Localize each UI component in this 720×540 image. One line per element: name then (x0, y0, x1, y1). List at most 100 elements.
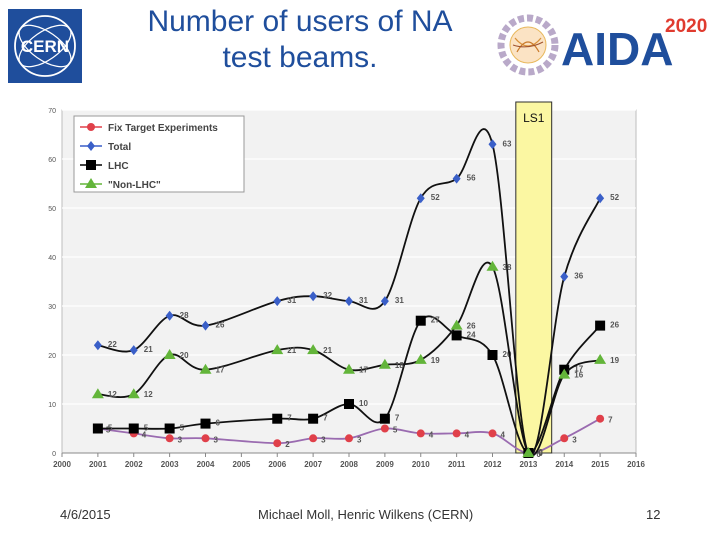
data-label: 4 (501, 430, 506, 439)
data-label: 0 (538, 448, 543, 457)
y-tick-label: 70 (48, 108, 56, 115)
point-marker (558, 368, 571, 379)
point-marker (201, 434, 210, 443)
point-marker (380, 424, 389, 433)
point-marker (91, 388, 104, 399)
x-tick-label: 2014 (555, 460, 573, 469)
point-marker (416, 193, 425, 204)
legend-label: LHC (108, 161, 129, 172)
data-label: 3 (357, 435, 362, 444)
data-label: 21 (144, 345, 153, 354)
point-marker (309, 291, 318, 302)
data-label: 24 (467, 330, 476, 339)
data-label: 7 (323, 414, 328, 423)
x-tick-label: 2002 (125, 460, 143, 469)
data-label: 19 (431, 356, 440, 365)
data-label: 20 (180, 351, 189, 360)
data-label: 0 (536, 450, 541, 459)
point-marker (380, 296, 389, 307)
data-label: 7 (395, 414, 400, 423)
point-marker (414, 353, 427, 364)
data-label: 7 (608, 416, 613, 425)
point-marker (345, 296, 353, 307)
data-label: 26 (216, 321, 225, 330)
point-marker (85, 178, 97, 188)
data-label: 56 (467, 174, 476, 183)
data-label: 3 (214, 435, 219, 444)
data-label: 0 (538, 449, 543, 458)
data-label: 28 (180, 311, 189, 320)
point-marker (451, 330, 462, 341)
aida-logo-year: 2020 (665, 16, 707, 37)
point-marker (86, 160, 96, 170)
point-marker (345, 434, 353, 443)
data-label: 5 (393, 426, 398, 435)
data-label: 7 (287, 414, 292, 423)
data-label: 52 (431, 193, 440, 202)
cern-logo-text: CERN (21, 37, 69, 56)
point-marker (308, 413, 319, 424)
y-tick-label: 40 (48, 255, 56, 262)
data-label: 22 (108, 340, 117, 349)
data-label: 16 (574, 371, 583, 380)
x-tick-label: 2008 (340, 460, 358, 469)
data-label: 52 (610, 193, 619, 202)
point-marker (560, 434, 569, 443)
data-label: 17 (574, 365, 583, 374)
data-label: 5 (106, 426, 111, 435)
footer-date: 4/6/2015 (60, 507, 111, 522)
legend (73, 115, 245, 193)
point-marker (522, 447, 535, 457)
data-label: 10 (359, 399, 368, 408)
data-label: 31 (359, 296, 368, 305)
point-marker (378, 358, 391, 369)
aida-logo: AIDA 2020 (495, 8, 717, 83)
x-tick-label: 2007 (304, 460, 322, 469)
data-label: 17 (216, 366, 225, 375)
data-label: 3 (178, 435, 183, 444)
point-marker (201, 320, 210, 331)
ls1-label: LS1 (523, 111, 545, 125)
title-line-1: Number of users of NA (147, 5, 453, 38)
data-label: 31 (287, 296, 296, 305)
data-label: 63 (503, 139, 512, 148)
point-marker (488, 139, 497, 150)
chart-container: 0 10 20 30 40 50 60 70 2000 2001 2002 2003 2004 2005 2… (40, 100, 652, 480)
data-label: 21 (323, 346, 332, 355)
data-label: 4 (465, 430, 470, 439)
point-marker (273, 296, 282, 307)
data-label: 32 (323, 291, 332, 300)
data-label: 5 (144, 424, 149, 433)
point-marker (344, 399, 354, 409)
page-number: 12 (646, 507, 661, 522)
point-marker (596, 193, 605, 204)
data-label: 21 (287, 346, 296, 355)
legend-label: Fix Target Experiments (108, 123, 218, 134)
x-tick-label: 2003 (161, 460, 179, 469)
point-marker (273, 439, 282, 448)
x-tick-label: 2000 (53, 460, 71, 469)
aida-logo-graphic: AIDA 2020 (497, 14, 707, 76)
point-marker (595, 320, 606, 331)
point-marker (200, 418, 211, 429)
footer-authors: Michael Moll, Henric Wilkens (CERN) (258, 507, 474, 522)
point-marker (379, 413, 390, 424)
point-marker (343, 363, 355, 374)
point-marker (416, 429, 425, 438)
point-marker (199, 363, 212, 374)
point-marker (87, 123, 95, 131)
data-label: 3 (572, 435, 577, 444)
x-tick-label: 2006 (268, 460, 286, 469)
y-tick-label: 30 (48, 304, 56, 311)
data-label: 20 (503, 350, 512, 359)
x-tick-label: 2015 (591, 460, 609, 469)
data-label: 12 (144, 390, 153, 399)
x-tick-label: 2009 (376, 460, 394, 469)
point-marker (452, 429, 461, 438)
point-marker (307, 344, 320, 355)
data-label: 4 (142, 430, 147, 439)
x-tick-label: 2012 (484, 460, 502, 469)
x-tick-label: 2011 (448, 460, 466, 469)
cern-logo-graphic: CERN (14, 15, 76, 77)
